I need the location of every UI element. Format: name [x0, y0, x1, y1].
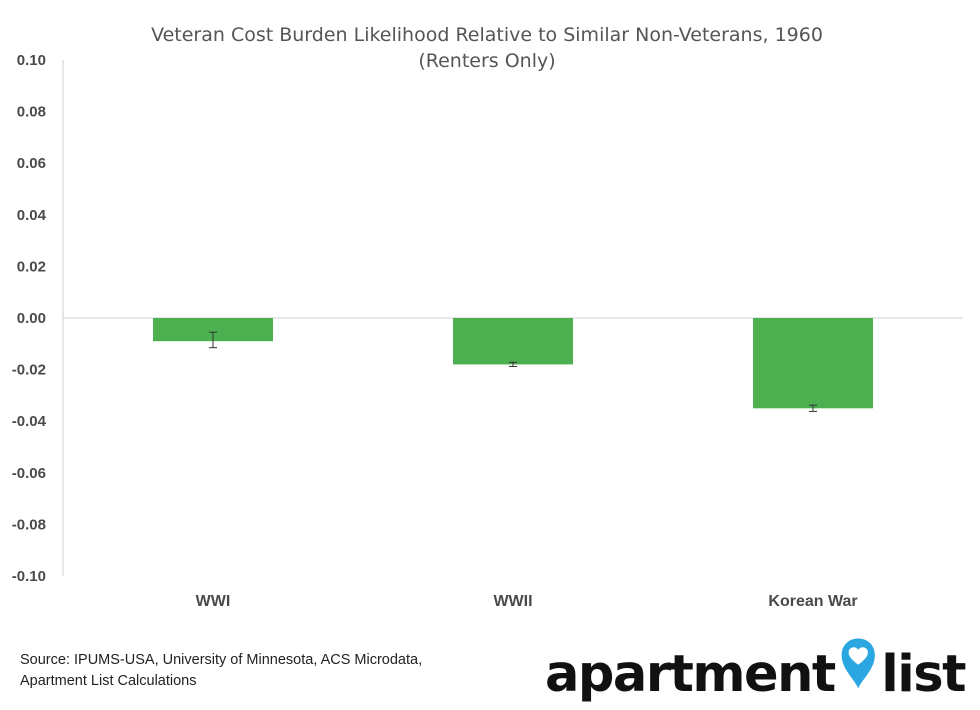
y-tick-label: 0.06 — [17, 155, 46, 172]
y-tick-label: -0.04 — [12, 413, 47, 430]
apartment-list-logo: apartment list — [545, 625, 966, 704]
chart: Veteran Cost Burden Likelihood Relative … — [12, 24, 963, 610]
source-note: Source: IPUMS-USA, University of Minneso… — [20, 650, 520, 692]
y-tick-label: -0.08 — [12, 516, 46, 533]
y-tick-label: -0.02 — [12, 362, 46, 379]
map-pin-heart-icon — [841, 638, 875, 689]
error-bar — [509, 361, 517, 368]
y-tick-label: -0.10 — [12, 568, 46, 585]
category-label: WWI — [196, 593, 231, 610]
category-labels: WWI WWII Korean War — [196, 593, 858, 610]
bars — [153, 318, 873, 409]
y-tick-label: 0.02 — [17, 258, 46, 275]
category-label: Korean War — [768, 593, 857, 610]
error-bar — [209, 331, 217, 349]
logo-word-apartment: apartment — [545, 645, 836, 704]
bar — [753, 318, 873, 409]
chart-title: Veteran Cost Burden Likelihood Relative … — [151, 24, 823, 46]
category-label: WWII — [493, 593, 532, 610]
y-tick-label: 0.04 — [17, 207, 47, 224]
source-line-2: Apartment List Calculations — [20, 673, 197, 689]
error-bars — [209, 331, 817, 412]
logo-word-list: list — [881, 645, 966, 704]
y-tick-label: 0.00 — [17, 310, 46, 327]
source-line-1: Source: IPUMS-USA, University of Minneso… — [20, 652, 423, 668]
y-tick-label: 0.10 — [17, 52, 46, 69]
error-bar — [809, 404, 817, 412]
y-tick-label: 0.08 — [17, 104, 46, 121]
y-tick-label: -0.06 — [12, 465, 46, 482]
chart-subtitle: (Renters Only) — [418, 50, 555, 72]
bar — [453, 318, 573, 365]
bar — [153, 318, 273, 342]
y-tick-labels: 0.10 0.08 0.06 0.04 0.02 0.00 -0.02 -0.04 -0.06 -… — [12, 52, 47, 585]
